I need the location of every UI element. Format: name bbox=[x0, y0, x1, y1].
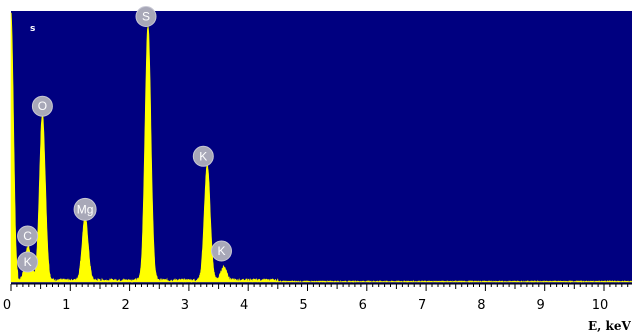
peak-label-marker bbox=[192, 145, 214, 167]
peak-label-marker bbox=[17, 225, 39, 247]
x-tick-label: 0 bbox=[3, 298, 11, 313]
x-tick-label: 5 bbox=[299, 298, 307, 313]
peak-label: C bbox=[17, 225, 39, 247]
peak-label-marker bbox=[211, 240, 232, 262]
x-tick-label: 9 bbox=[537, 298, 545, 313]
spectrum-layer bbox=[10, 12, 632, 284]
peak-label-text: K bbox=[199, 149, 207, 163]
peak-label-text: O bbox=[38, 99, 47, 113]
x-tick-label: 6 bbox=[359, 298, 367, 313]
peak-label-marker bbox=[17, 251, 39, 273]
peak-label-text: C bbox=[23, 229, 32, 243]
peak-label: O bbox=[31, 95, 53, 117]
peak-label-marker bbox=[135, 6, 157, 27]
peak-label-text: K bbox=[217, 244, 225, 258]
peak-label: Mg bbox=[73, 197, 97, 221]
peak-label: K bbox=[211, 240, 232, 262]
x-tick-label: 7 bbox=[418, 298, 426, 313]
x-tick-label: 3 bbox=[181, 298, 189, 313]
peak-label-text: S bbox=[142, 10, 150, 24]
y-axis-fragment: s bbox=[30, 24, 35, 34]
peak-label: K bbox=[192, 145, 214, 167]
x-axis-title: E, keV bbox=[588, 319, 631, 333]
x-tick-label: 4 bbox=[240, 298, 248, 313]
peak-label: K bbox=[17, 251, 39, 273]
peak-label-marker bbox=[73, 197, 97, 221]
x-axis: 0 1 2 3 4 5 6 7 8 9 10 bbox=[3, 283, 632, 313]
x-tick-label: 8 bbox=[477, 298, 485, 313]
peak-label: S bbox=[135, 6, 157, 27]
x-tick-label: 1 bbox=[62, 298, 70, 313]
x-tick-label: 2 bbox=[121, 298, 129, 313]
peak-label-marker bbox=[31, 95, 53, 117]
spectrum-series bbox=[10, 12, 632, 284]
peak-label-text: Mg bbox=[77, 202, 94, 216]
plot-background bbox=[11, 11, 632, 284]
x-tick-label: 10 bbox=[592, 298, 609, 313]
peak-label-text: K bbox=[24, 255, 32, 269]
